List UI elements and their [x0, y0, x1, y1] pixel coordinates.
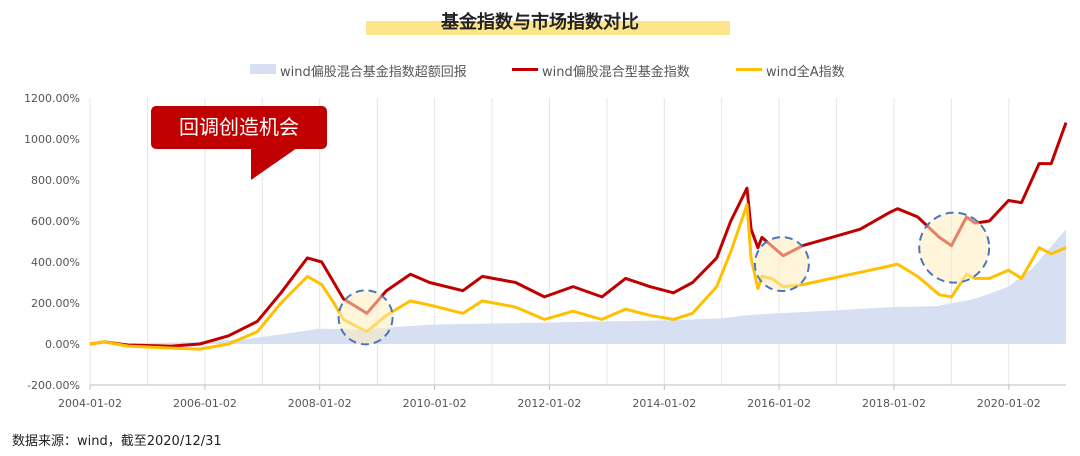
y-tick-label: 1200.00%: [24, 92, 80, 105]
highlight-circles: [337, 211, 991, 346]
legend-item-excess-return[interactable]: wind偏股混合基金指数超额回报: [250, 60, 490, 80]
legend-item-fund-index[interactable]: wind偏股混合型基金指数: [512, 60, 712, 80]
x-tick-label: 2020-01-02: [977, 397, 1041, 410]
callout-text: 回调创造机会: [179, 115, 299, 139]
area-excess-return: [90, 229, 1066, 344]
highlight-circle-2008: [337, 289, 394, 346]
legend-label-excess-return: wind偏股混合基金指数超额回报: [280, 65, 467, 80]
y-tick-label: 200.00%: [31, 297, 80, 310]
x-tick-label: 2012-01-02: [517, 397, 581, 410]
legend-swatch-excess-return: [250, 64, 276, 74]
x-tick-label: 2008-01-02: [288, 397, 352, 410]
x-tick-label: 2010-01-02: [403, 397, 467, 410]
chart-legend: wind偏股混合基金指数超额回报 wind偏股混合型基金指数 wind全A指数: [0, 60, 1080, 80]
legend-swatch-wind-a-index: [736, 68, 762, 71]
x-tick-label: 2004-01-02: [58, 397, 122, 410]
callout-box: 回调创造机会: [151, 106, 327, 149]
axis-layer: -200.00% 0.00% 200.00% 400.00% 600.00% 800.00…: [24, 92, 1066, 410]
highlight-circle-2019: [918, 211, 991, 284]
y-tick-label: 400.00%: [31, 256, 80, 269]
legend-label-wind-a-index: wind全A指数: [766, 65, 845, 80]
y-tick-label: -200.00%: [27, 379, 80, 392]
x-tick-label: 2014-01-02: [632, 397, 696, 410]
area-layer: [90, 229, 1066, 344]
y-tick-label: 1000.00%: [24, 133, 80, 146]
y-tick-label: 800.00%: [31, 174, 80, 187]
chart-title-area: 基金指数与市场指数对比: [0, 0, 1080, 50]
y-tick-label: 600.00%: [31, 215, 80, 228]
x-tick-label: 2006-01-02: [173, 397, 237, 410]
x-tick-label: 2016-01-02: [747, 397, 811, 410]
source-note: 数据来源：wind，截至2020/12/31: [12, 434, 222, 449]
chart-title: 基金指数与市场指数对比: [441, 12, 639, 33]
legend-swatch-fund-index: [512, 68, 538, 71]
y-tick-label: 0.00%: [45, 338, 80, 351]
legend-item-wind-a-index[interactable]: wind全A指数: [736, 60, 856, 80]
title-highlight-bar: [366, 21, 730, 35]
legend-label-fund-index: wind偏股混合型基金指数: [542, 65, 690, 80]
x-tick-label: 2018-01-02: [862, 397, 926, 410]
callout-pointer: [251, 148, 297, 180]
line-wind-a-index: [89, 203, 1067, 351]
highlight-circle-2016: [753, 236, 810, 293]
